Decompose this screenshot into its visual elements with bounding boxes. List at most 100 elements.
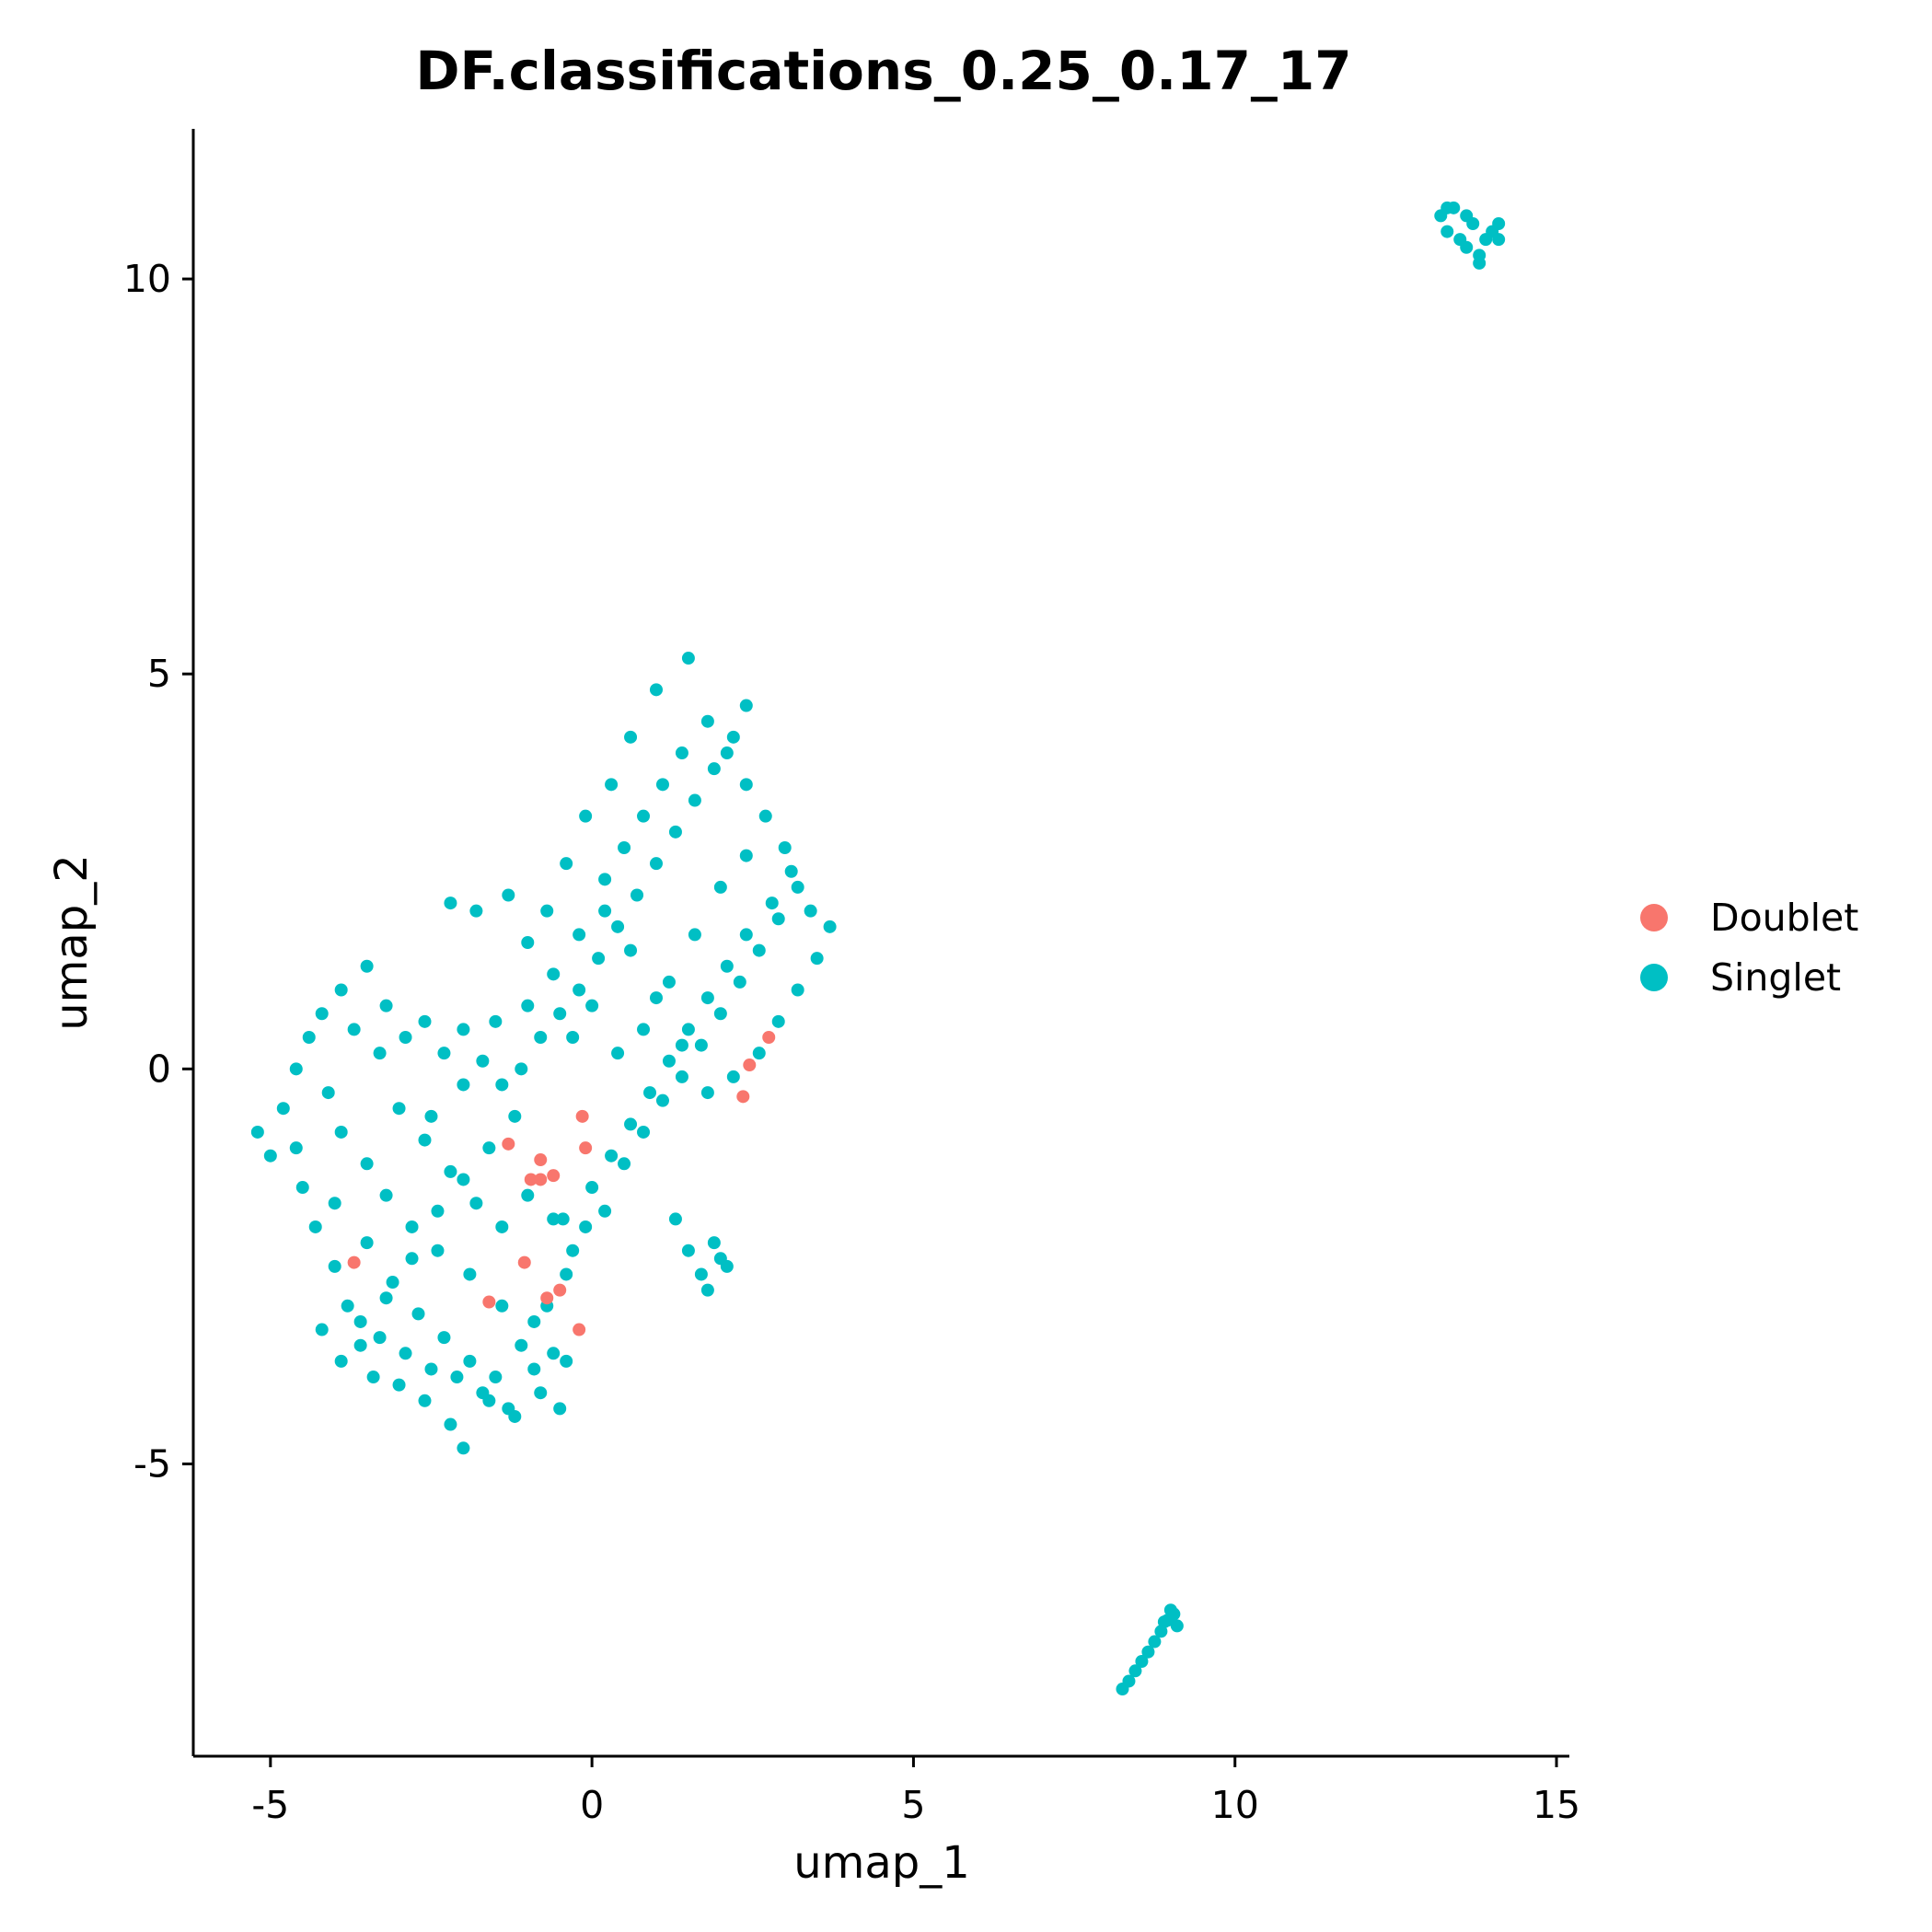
data-point-singlet — [341, 1299, 354, 1313]
data-point-singlet — [649, 857, 663, 871]
data-point-singlet — [489, 1371, 503, 1384]
data-point-singlet — [700, 1283, 714, 1297]
data-point-singlet — [276, 1102, 290, 1116]
data-point-singlet — [489, 1014, 503, 1028]
data-point-singlet — [418, 1133, 432, 1147]
data-point-singlet — [405, 1220, 419, 1233]
data-point-singlet — [560, 1267, 573, 1281]
data-point-singlet — [739, 928, 753, 942]
data-point-singlet — [463, 1354, 477, 1368]
data-point-singlet — [631, 888, 644, 902]
data-point-doublet — [579, 1141, 593, 1155]
y-tick-label: 0 — [147, 1047, 171, 1091]
data-point-singlet — [560, 1354, 573, 1368]
data-point-singlet — [547, 1212, 561, 1226]
data-point-singlet — [379, 1188, 393, 1202]
data-point-singlet — [373, 1047, 387, 1060]
data-point-doublet — [736, 1090, 750, 1104]
data-point-singlet — [302, 1030, 316, 1044]
data-point-singlet — [752, 943, 766, 957]
legend-label-doublet: Doublet — [1710, 896, 1858, 940]
x-tick-label: 5 — [901, 1783, 925, 1827]
data-point-singlet — [366, 1371, 380, 1384]
data-point-singlet — [334, 983, 348, 997]
data-point-singlet — [431, 1244, 445, 1257]
data-point-singlet — [771, 912, 785, 926]
data-point-singlet — [457, 1441, 470, 1455]
data-point-singlet — [353, 1314, 367, 1328]
data-point-doublet — [743, 1059, 757, 1072]
data-point-singlet — [707, 1236, 721, 1250]
data-point-singlet — [347, 1023, 361, 1036]
data-point-singlet — [688, 793, 701, 807]
data-point-singlet — [289, 1062, 303, 1076]
y-tick-label: 5 — [147, 652, 171, 696]
data-point-singlet — [431, 1204, 445, 1218]
data-point-singlet — [444, 1417, 457, 1431]
data-point-singlet — [765, 897, 779, 910]
data-point-singlet — [1157, 1615, 1171, 1629]
legend-marker-singlet — [1640, 964, 1668, 991]
data-point-singlet — [444, 1164, 457, 1178]
data-point-singlet — [418, 1394, 432, 1407]
data-point-singlet — [758, 809, 772, 823]
data-point-singlet — [379, 999, 393, 1012]
data-point-singlet — [662, 1054, 676, 1068]
data-point-singlet — [334, 1354, 348, 1368]
data-point-singlet — [579, 809, 593, 823]
data-point-singlet — [1492, 233, 1506, 247]
data-point-singlet — [823, 920, 837, 933]
data-point-singlet — [707, 762, 721, 776]
data-point-singlet — [502, 888, 515, 902]
data-point-singlet — [733, 975, 746, 989]
data-point-doublet — [540, 1291, 554, 1305]
legend: Doublet Singlet — [1640, 896, 1858, 1000]
data-point-singlet — [624, 1117, 638, 1131]
data-point-singlet — [618, 1157, 631, 1171]
data-point-singlet — [1170, 1619, 1184, 1633]
data-point-singlet — [560, 857, 573, 871]
data-point-doublet — [502, 1137, 515, 1151]
y-axis-label: umap_2 — [46, 854, 98, 1031]
data-point-singlet — [810, 952, 824, 966]
data-point-singlet — [1128, 1664, 1142, 1678]
y-tick-label: -5 — [133, 1441, 171, 1486]
data-point-singlet — [700, 714, 714, 728]
data-point-singlet — [784, 864, 798, 878]
data-point-singlet — [694, 1267, 708, 1281]
data-point-singlet — [694, 1038, 708, 1052]
data-point-singlet — [515, 1338, 528, 1352]
data-point-singlet — [585, 1181, 599, 1195]
data-point-singlet — [527, 1362, 541, 1376]
data-point-singlet — [1473, 256, 1487, 270]
y-tick-label: 10 — [123, 257, 171, 301]
data-point-singlet — [308, 1220, 322, 1233]
data-point-singlet — [315, 1323, 329, 1336]
data-point-singlet — [437, 1331, 451, 1345]
data-point-singlet — [611, 920, 625, 933]
data-point-singlet — [1440, 201, 1454, 214]
data-point-singlet — [579, 1220, 593, 1233]
x-tick-label: 10 — [1211, 1783, 1259, 1827]
data-point-singlet — [598, 873, 612, 886]
data-point-singlet — [1135, 1655, 1149, 1669]
data-point-doublet — [573, 1323, 586, 1336]
legend-marker-doublet — [1640, 904, 1668, 931]
data-point-doublet — [534, 1153, 548, 1167]
data-point-singlet — [771, 1014, 785, 1028]
data-point-singlet — [778, 841, 792, 855]
data-point-singlet — [713, 880, 727, 894]
x-tick-label: 0 — [580, 1783, 604, 1827]
data-point-singlet — [1148, 1635, 1162, 1649]
data-point-singlet — [547, 1347, 561, 1360]
data-point-singlet — [624, 730, 638, 744]
data-point-singlet — [688, 928, 701, 942]
data-point-singlet — [534, 1030, 548, 1044]
data-point-singlet — [752, 1047, 766, 1060]
data-point-singlet — [804, 904, 817, 918]
data-point-singlet — [289, 1141, 303, 1155]
data-point-singlet — [739, 699, 753, 712]
data-point-singlet — [675, 746, 688, 760]
data-point-singlet — [605, 1149, 619, 1163]
data-point-singlet — [457, 1078, 470, 1092]
